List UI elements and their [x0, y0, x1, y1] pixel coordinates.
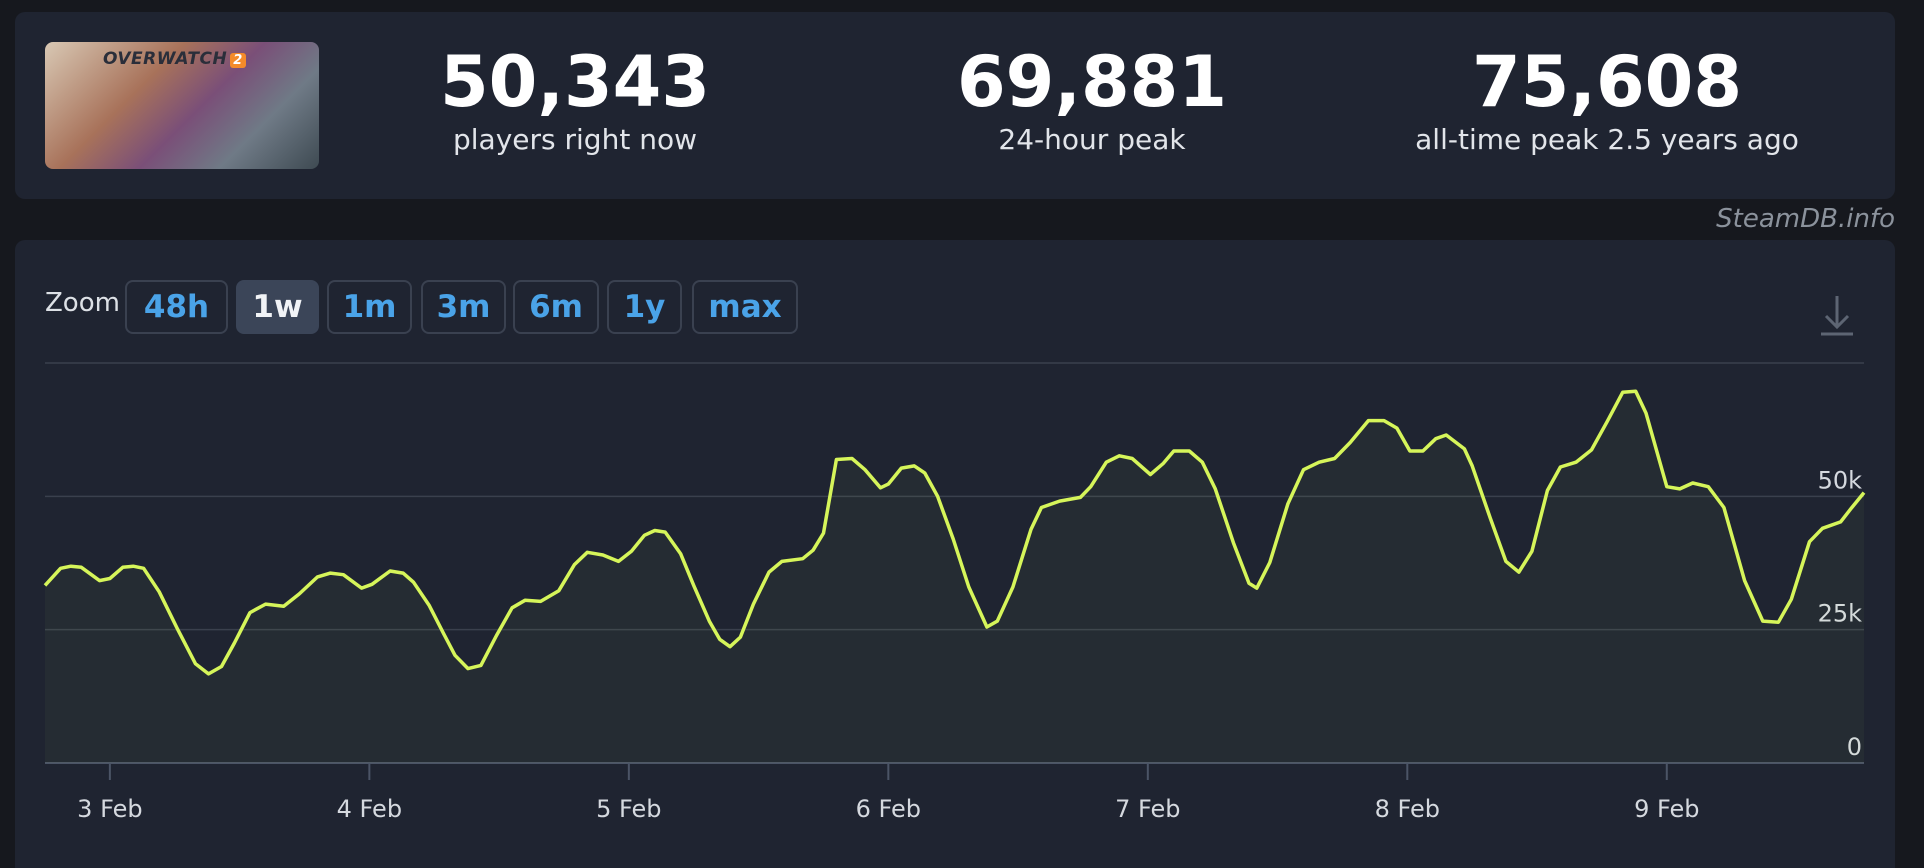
zoom-button[interactable]: 1m: [327, 280, 412, 334]
stat-value: 50,343: [439, 41, 711, 123]
stat: 50,343 players right now: [325, 42, 825, 158]
game-logo: OVERWATCH 2: [103, 49, 246, 69]
summary-card: OVERWATCH 2 50,343 players right now 69,881…: [15, 12, 1895, 199]
zoom-button[interactable]: 6m: [513, 280, 599, 334]
stat-label: 24-hour peak: [998, 123, 1186, 156]
area-fill: [45, 391, 1864, 763]
stat: 69,881 24-hour peak: [842, 42, 1342, 158]
zoom-button[interactable]: 1y: [607, 280, 682, 334]
y-tick-label: 0: [1847, 733, 1862, 761]
y-tick-label: 50k: [1818, 466, 1863, 494]
game-thumbnail[interactable]: OVERWATCH 2: [45, 42, 319, 169]
x-tick-label: 3 Feb: [77, 795, 142, 823]
zoom-button[interactable]: 1w: [236, 280, 319, 334]
y-tick-label: 25k: [1818, 600, 1863, 628]
x-tick-label: 6 Feb: [856, 795, 921, 823]
x-tick-label: 7 Feb: [1115, 795, 1180, 823]
x-tick-label: 5 Feb: [596, 795, 661, 823]
download-icon[interactable]: [1821, 296, 1853, 336]
stat-value: 75,608: [1471, 41, 1743, 123]
zoom-button[interactable]: 3m: [421, 280, 506, 334]
x-tick-label: 4 Feb: [337, 795, 402, 823]
logo-badge: 2: [230, 53, 246, 68]
watermark[interactable]: SteamDB.info: [1716, 204, 1895, 234]
zoom-button[interactable]: 48h: [125, 280, 228, 334]
zoom-label: Zoom: [45, 288, 120, 318]
x-tick-label: 9 Feb: [1634, 795, 1699, 823]
logo-text: OVERWATCH: [103, 49, 228, 69]
stat-label: players right now: [453, 123, 697, 156]
stat: 75,608 all-time peak 2.5 years ago: [1357, 42, 1857, 158]
stat-label: all-time peak 2.5 years ago: [1415, 123, 1799, 156]
stat-value: 69,881: [956, 41, 1228, 123]
zoom-button[interactable]: max: [692, 280, 798, 334]
x-tick-label: 8 Feb: [1375, 795, 1440, 823]
series-line: [43, 389, 1866, 676]
